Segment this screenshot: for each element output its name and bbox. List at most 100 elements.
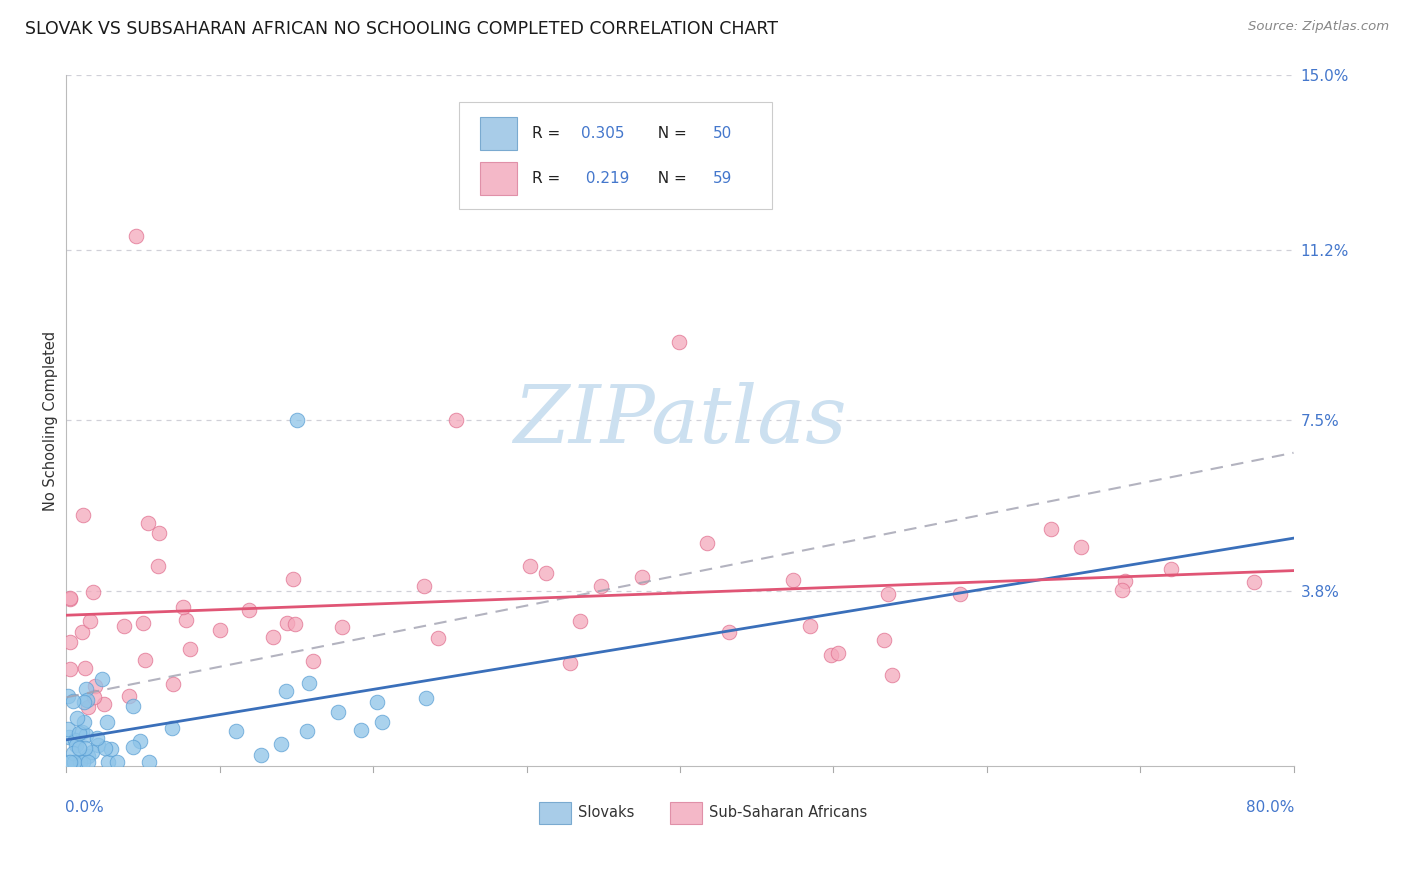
Point — [62, 746, 84, 760]
Point — [328, 705, 350, 719]
FancyBboxPatch shape — [460, 103, 772, 210]
Point — [59, 755, 82, 769]
Point — [882, 668, 904, 682]
Point — [83, 690, 105, 705]
Text: N =: N = — [648, 170, 692, 186]
Point — [91, 672, 114, 686]
Point — [274, 684, 297, 698]
Point — [877, 586, 900, 600]
Bar — [479, 117, 517, 150]
Point — [160, 721, 183, 735]
Point — [782, 573, 804, 587]
Point — [820, 648, 842, 662]
Point — [591, 579, 613, 593]
Point — [148, 525, 170, 540]
Point — [569, 614, 592, 628]
Y-axis label: No Schooling Completed: No Schooling Completed — [44, 330, 58, 510]
Point — [138, 755, 160, 769]
Point — [82, 585, 104, 599]
Point — [62, 755, 84, 769]
Point — [225, 724, 247, 739]
Point — [371, 715, 394, 730]
Text: 59: 59 — [713, 170, 733, 186]
Point — [1243, 574, 1265, 589]
Point — [79, 614, 101, 628]
Bar — [479, 161, 517, 195]
Point — [72, 755, 94, 769]
Point — [174, 613, 197, 627]
Point — [129, 733, 152, 747]
Point — [949, 587, 972, 601]
Point — [73, 714, 96, 729]
Point — [238, 603, 260, 617]
Point — [100, 741, 122, 756]
Point — [58, 662, 80, 676]
Point — [1070, 540, 1092, 554]
Text: Source: ZipAtlas.com: Source: ZipAtlas.com — [1249, 20, 1389, 33]
Point — [72, 724, 94, 739]
Point — [58, 634, 80, 648]
Point — [58, 755, 80, 769]
Point — [87, 738, 110, 752]
Point — [276, 616, 298, 631]
Text: 80.0%: 80.0% — [1246, 800, 1295, 814]
Point — [76, 749, 98, 764]
Point — [77, 755, 100, 769]
Point — [121, 698, 143, 713]
Text: Slovaks: Slovaks — [578, 805, 634, 821]
Point — [93, 697, 115, 711]
Point — [172, 599, 194, 614]
Point — [138, 516, 160, 530]
Point — [146, 558, 169, 573]
Point — [366, 695, 388, 709]
Point — [413, 579, 436, 593]
Point — [250, 747, 273, 762]
Point — [179, 642, 201, 657]
Point — [69, 755, 91, 769]
Text: N =: N = — [648, 126, 692, 141]
Point — [285, 413, 308, 427]
Point — [827, 646, 849, 660]
Point — [668, 334, 690, 349]
Point — [75, 682, 97, 697]
Point — [56, 690, 79, 704]
Point — [330, 620, 353, 634]
Text: 0.219: 0.219 — [581, 170, 628, 186]
Point — [58, 730, 80, 744]
Text: 50: 50 — [713, 126, 733, 141]
Point — [262, 630, 284, 644]
Point — [349, 723, 371, 738]
Point — [112, 619, 135, 633]
Point — [284, 617, 307, 632]
Point — [132, 616, 155, 631]
Point — [80, 745, 103, 759]
Text: R =: R = — [531, 126, 565, 141]
Point — [72, 508, 94, 523]
Text: 0.305: 0.305 — [581, 126, 624, 141]
Point — [696, 536, 718, 550]
Point — [718, 624, 741, 639]
Bar — [538, 802, 571, 824]
Point — [86, 731, 108, 746]
Point — [1160, 561, 1182, 575]
Point — [96, 715, 118, 730]
Point — [84, 679, 107, 693]
Point — [415, 691, 437, 706]
Point — [281, 572, 304, 586]
Point — [58, 592, 80, 607]
Point — [426, 631, 449, 645]
Point — [1114, 574, 1136, 588]
Point — [125, 229, 148, 244]
Point — [1040, 522, 1063, 536]
Bar — [671, 802, 702, 824]
Text: 0.0%: 0.0% — [65, 800, 104, 814]
Text: SLOVAK VS SUBSAHARAN AFRICAN NO SCHOOLING COMPLETED CORRELATION CHART: SLOVAK VS SUBSAHARAN AFRICAN NO SCHOOLIN… — [25, 20, 779, 37]
Point — [73, 661, 96, 675]
Text: ZIPatlas: ZIPatlas — [513, 382, 846, 459]
Point — [70, 624, 93, 639]
Point — [76, 693, 98, 707]
Point — [799, 618, 821, 632]
Point — [67, 726, 90, 740]
Point — [162, 677, 184, 691]
Point — [298, 676, 321, 690]
